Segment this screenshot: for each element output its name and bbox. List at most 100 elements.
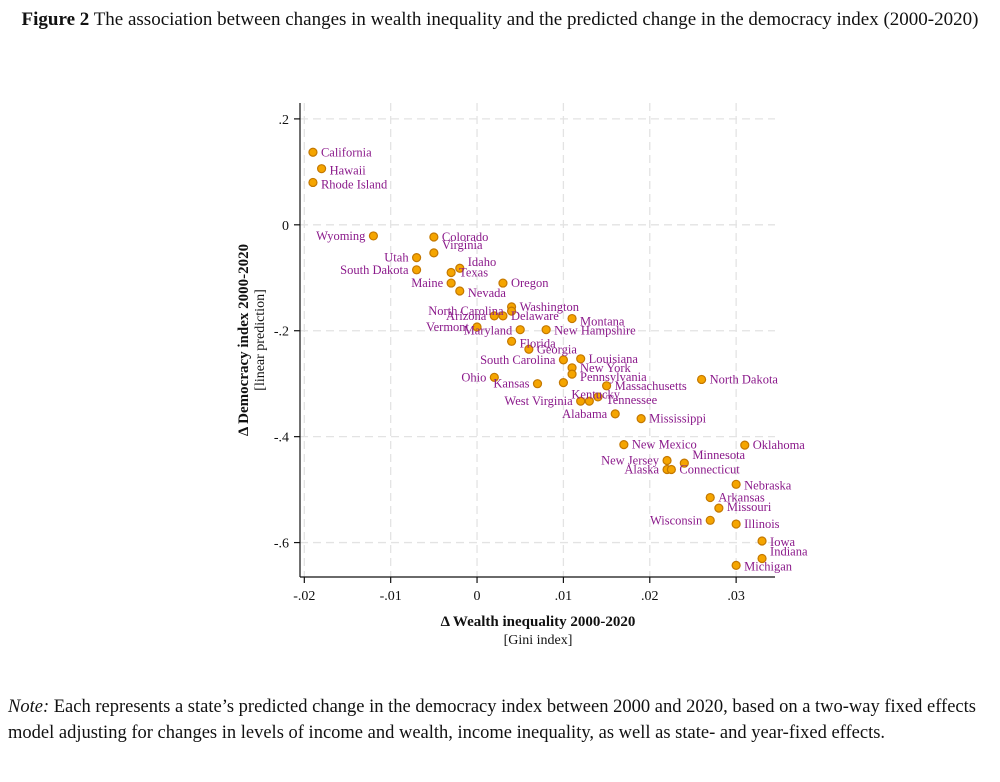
data-point: [714, 503, 724, 513]
point-label: Minnesota: [692, 448, 745, 462]
y-tick-label: .2: [279, 113, 290, 128]
data-point: [636, 414, 646, 424]
y-tick-label: -.2: [274, 325, 289, 340]
y-tick-label: -.4: [274, 431, 289, 446]
data-point: [619, 439, 629, 450]
point-label: Kansas: [493, 377, 529, 391]
data-point: [489, 311, 499, 321]
data-point: [731, 479, 741, 489]
data-point: [601, 381, 612, 391]
data-point: [429, 248, 439, 258]
point-label: Indiana: [770, 544, 808, 558]
point-label: Arkansas: [718, 491, 765, 505]
data-point: [567, 369, 577, 379]
point-label: Massachusetts: [615, 379, 687, 393]
point-label: Wyoming: [316, 229, 366, 243]
point-label: California: [321, 145, 372, 159]
data-point: [666, 464, 676, 475]
point-label: New Hampshire: [554, 324, 636, 338]
y-axis-title: Δ Democracy index 2000-2020: [236, 244, 252, 436]
point-label: Connecticut: [679, 462, 740, 476]
data-point: [593, 392, 603, 402]
point-label: North Carolina: [428, 304, 504, 318]
x-tick-label: -.01: [380, 589, 402, 604]
point-label: Nebraska: [744, 478, 792, 492]
data-point: [472, 322, 482, 332]
scatter-chart: -.02 -.01 0 .01 .02 .03 .2 0 -.2 -.4 -.6 Californ…: [236, 103, 808, 648]
point-label: Alabama: [562, 407, 608, 421]
point-label: North Dakota: [710, 372, 779, 386]
point-label: Illinois: [744, 517, 780, 531]
data-point: [308, 147, 318, 157]
figure-note: Note: Each represents a state’s predicte…: [8, 694, 993, 746]
data-point: [308, 177, 318, 188]
data-point: [757, 553, 767, 564]
point-label: Washington: [520, 300, 580, 314]
y-ticks: .2 0 -.2 -.4 -.6: [274, 113, 300, 552]
point-label: Vermont: [426, 320, 470, 334]
note-label: Note:: [8, 697, 50, 717]
point-label: Florida: [520, 336, 557, 350]
grid-lines: [300, 103, 775, 577]
point-label: Hawaii: [330, 164, 367, 178]
data-point: [515, 325, 525, 335]
point-label: Idaho: [468, 255, 496, 269]
data-point: [731, 560, 741, 570]
data-point: [446, 267, 456, 278]
y-tick-label: -.6: [274, 537, 289, 552]
point-label: Wisconsin: [650, 513, 703, 527]
x-axis-title: Δ Wealth inequality 2000-2020: [441, 614, 636, 630]
point-label: Kentucky: [571, 388, 620, 402]
point-label: Missouri: [727, 500, 772, 514]
data-point: [740, 440, 750, 450]
point-label: Georgia: [537, 342, 577, 356]
data-point: [446, 278, 456, 288]
x-tick-label: .02: [641, 589, 659, 604]
data-point: [584, 396, 594, 406]
x-tick-label: .03: [727, 589, 745, 604]
data-point: [506, 336, 517, 346]
data-point: [498, 278, 508, 288]
point-label: South Dakota: [340, 263, 409, 277]
point-label: Montana: [580, 315, 625, 329]
data-point: [411, 253, 422, 263]
data-point: [411, 265, 422, 275]
point-label: West Virginia: [504, 394, 573, 408]
data-point: [489, 372, 499, 382]
x-tick-label: -.02: [293, 589, 315, 604]
point-label: Texas: [459, 265, 488, 279]
point-label: Arizona: [446, 309, 487, 323]
data-point: [532, 379, 543, 389]
point-label: Colorado: [442, 230, 489, 244]
data-point: [576, 396, 586, 406]
data-point: [576, 354, 586, 364]
data-point: [757, 536, 767, 546]
point-label: Maryland: [464, 324, 513, 338]
data-points: [308, 147, 767, 570]
point-label: Ohio: [461, 370, 486, 384]
point-label: Virginia: [442, 238, 483, 252]
data-point: [731, 519, 741, 529]
y-tick-label: 0: [282, 219, 289, 234]
point-label: New York: [580, 361, 631, 375]
x-axis-subtitle: [Gini index]: [504, 633, 573, 648]
point-label: Iowa: [770, 535, 795, 549]
point-label: Delaware: [511, 309, 559, 323]
point-label: Oregon: [511, 276, 549, 290]
data-point: [368, 231, 379, 241]
data-point: [455, 263, 465, 273]
x-ticks: -.02 -.01 0 .01 .02 .03: [293, 577, 745, 604]
figure-label: Figure 2: [21, 9, 90, 30]
point-label: Maine: [411, 276, 443, 290]
data-point: [506, 306, 517, 316]
data-point: [524, 344, 534, 354]
point-label: Alaska: [624, 462, 659, 476]
data-point: [705, 515, 715, 525]
point-label: Nevada: [468, 286, 507, 300]
figure-title-text: The association between changes in wealt…: [93, 9, 979, 30]
data-point: [567, 313, 577, 324]
data-point: [705, 492, 715, 503]
data-point: [662, 455, 672, 466]
point-label: Tennessee: [606, 393, 658, 407]
